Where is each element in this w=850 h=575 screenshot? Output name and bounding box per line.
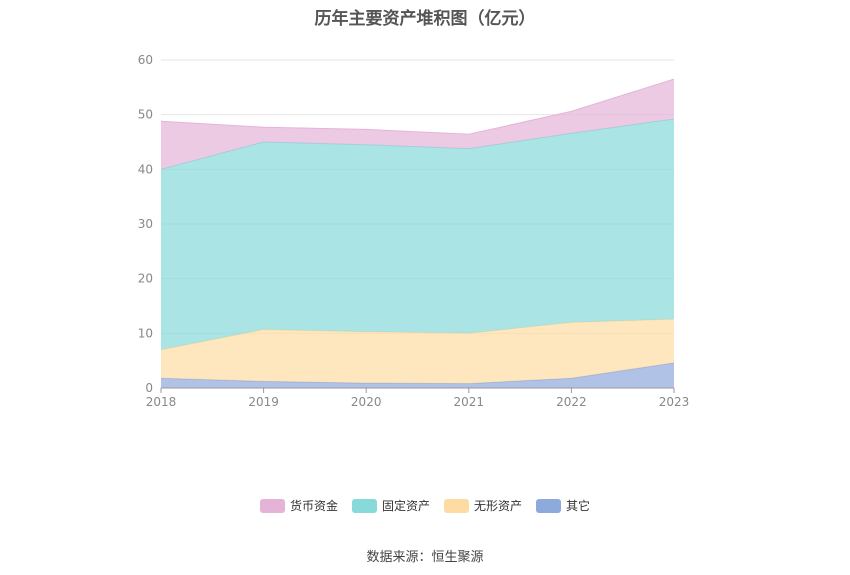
data-source-note: 数据来源：恒生聚源 [366, 550, 484, 565]
legend-item[interactable]: 其它 [536, 497, 590, 514]
y-tick-label: 10 [138, 326, 153, 340]
chart-legend[interactable]: 货币资金 固定资产 无形资产 其它 [0, 497, 850, 514]
x-tick-label: 2021 [454, 395, 485, 409]
y-tick-label: 40 [138, 162, 153, 176]
y-tick-label: 60 [138, 53, 153, 67]
x-tick-label: 2019 [248, 395, 279, 409]
area-series-无形资产 [161, 319, 674, 384]
legend-swatch [536, 498, 562, 513]
legend-label: 固定资产 [381, 499, 430, 513]
legend-item[interactable]: 货币资金 [259, 497, 338, 514]
x-tick-label: 2020 [351, 395, 382, 409]
area-series-固定资产 [161, 119, 674, 350]
legend-swatch [259, 498, 285, 513]
y-tick-label: 30 [138, 217, 153, 231]
chart-title: 历年主要资产堆积图（亿元） [314, 9, 536, 29]
legend-label: 其它 [566, 499, 591, 513]
x-tick-label: 2018 [146, 395, 177, 409]
y-tick-label: 50 [138, 108, 153, 122]
legend-item[interactable]: 固定资产 [351, 497, 430, 514]
legend-label: 货币资金 [289, 499, 338, 513]
legend-swatch [351, 498, 377, 513]
legend-label: 无形资产 [474, 499, 523, 513]
area-series-其它 [161, 362, 674, 388]
x-tick-label: 2022 [556, 395, 587, 409]
y-tick-label: 20 [138, 272, 153, 286]
y-tick-label: 0 [145, 381, 153, 395]
area-line-货币资金 [160, 78, 675, 135]
x-tick-label: 2023 [659, 395, 690, 409]
area-series-货币资金 [161, 79, 674, 170]
legend-swatch [444, 498, 469, 513]
legend-item[interactable]: 无形资产 [444, 497, 522, 514]
